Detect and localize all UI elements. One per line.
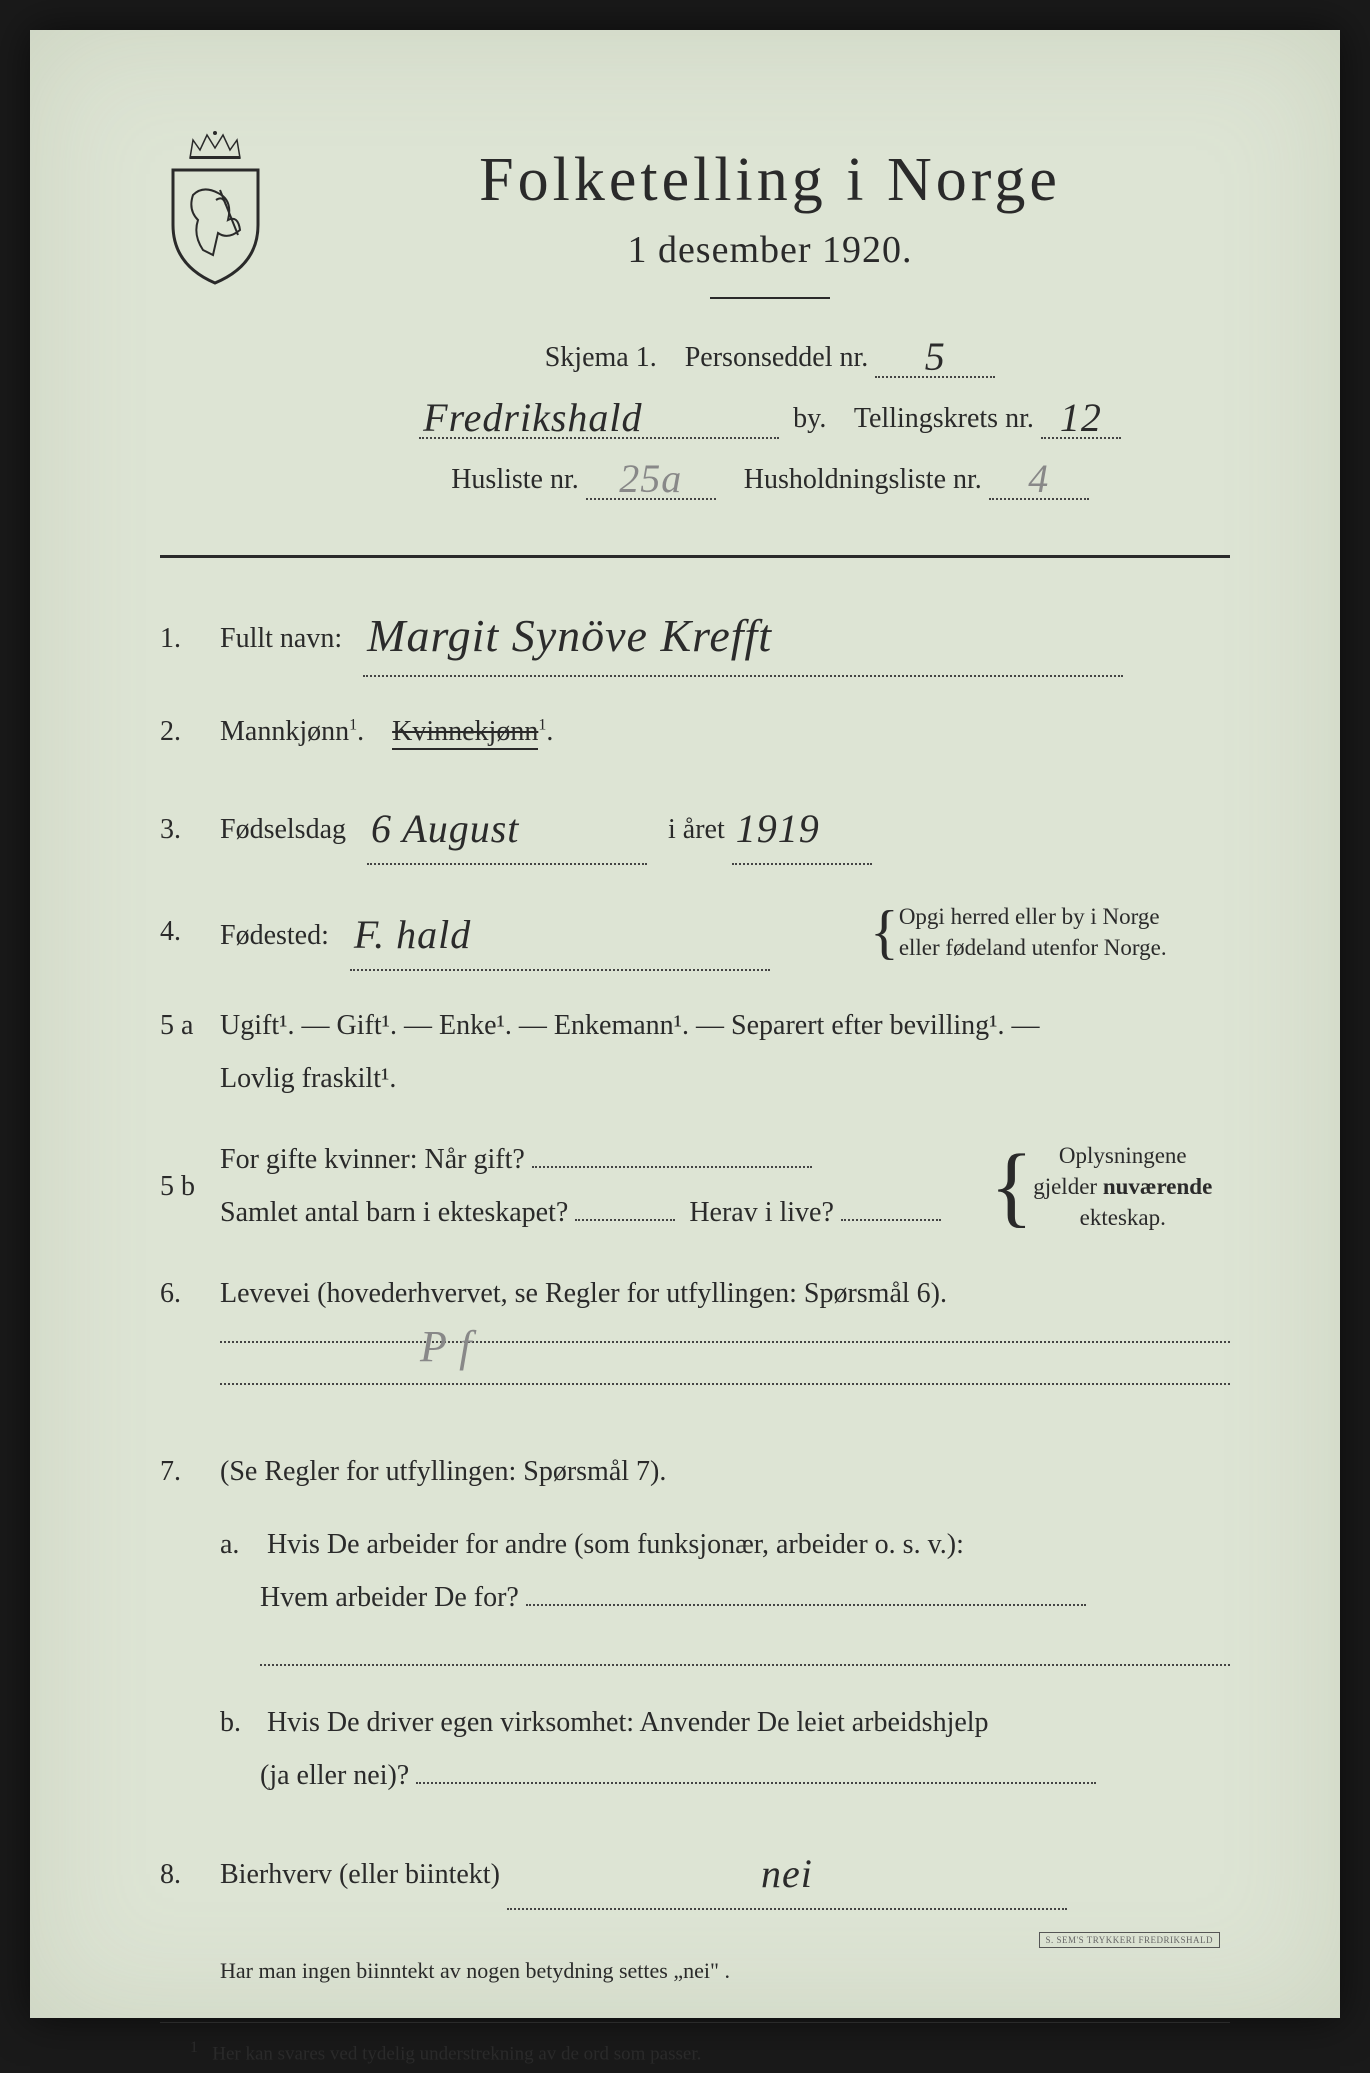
q4-side2: eller fødeland utenfor Norge. [899, 935, 1167, 960]
subtitle-date: 1 desember 1920. [310, 228, 1230, 272]
q5b-row: 5 b For gifte kvinner: Når gift? Samlet … [160, 1133, 1230, 1239]
husliste-line: Husliste nr. 25a Husholdningsliste nr. 4 [310, 451, 1230, 500]
husholdning-label: Husholdningsliste nr. [744, 464, 982, 495]
coat-of-arms-icon [160, 130, 270, 290]
q4-num: 4. [160, 905, 220, 958]
q5a-options2: Lovlig fraskilt¹. [220, 1063, 396, 1094]
q7a-text1: Hvis De arbeider for andre (som funksjon… [267, 1529, 964, 1560]
main-divider [160, 555, 1230, 558]
q5b-side3: ekteskap. [1080, 1205, 1166, 1230]
brace-icon: { [990, 1164, 1033, 1209]
footnote-divider [160, 2022, 1230, 2023]
q7-row: 7. (Se Regler for utfyllingen: Spørsmål … [160, 1445, 1230, 1803]
q4-side1: Opgi herred eller by i Norge [899, 904, 1160, 929]
q5a-num: 5 a [160, 999, 220, 1052]
q6-num: 6. [160, 1267, 220, 1320]
personseddel-value: 5 [925, 334, 946, 379]
tellingskrets-value: 12 [1060, 395, 1102, 440]
husliste-label: Husliste nr. [451, 464, 579, 495]
husliste-value: 25a [619, 456, 682, 501]
q4-label: Fødested: [220, 920, 329, 951]
printer-mark: S. SEM'S TRYKKERI FREDRIKSHALD [1039, 1932, 1220, 1948]
q1-num: 1. [160, 612, 220, 665]
husholdning-value: 4 [1028, 456, 1049, 501]
q5b-line2a: Samlet antal barn i ekteskapet? [220, 1197, 568, 1228]
q5b-line1: For gifte kvinner: Når gift? [220, 1144, 525, 1175]
q5a-options: Ugift¹. — Gift¹. — Enke¹. — Enkemann¹. —… [220, 1010, 1040, 1041]
q3-num: 3. [160, 803, 220, 856]
footnote-text: Her kan svares ved tydelig understreknin… [212, 2044, 701, 2065]
city-line: Fredrikshald by. Tellingskrets nr. 12 [310, 390, 1230, 439]
q2-sup1: 1 [349, 717, 357, 734]
q3-day: 6 August [371, 806, 519, 851]
skjema-label: Skjema 1. [545, 342, 657, 373]
form-body: 1. Fullt navn: Margit Synöve Krefft 2. M… [160, 588, 1230, 2073]
q7b-letter: b. [220, 1696, 260, 1749]
q5b-side2: gjelder [1033, 1174, 1097, 1199]
q3-label: Fødselsdag [220, 814, 346, 845]
q8-label: Bierhverv (eller biintekt) [220, 1859, 500, 1890]
q8-num: 8. [160, 1848, 220, 1901]
q2-row: 2. Mannkjønn1. Kvinnekjønn1. [160, 705, 1230, 758]
q6-row: 6. Levevei (hovederhvervet, se Regler fo… [160, 1267, 1230, 1414]
personseddel-label: Personseddel nr. [685, 342, 869, 373]
q5b-num: 5 b [160, 1160, 220, 1213]
title-block: Folketelling i Norge 1 desember 1920. Sk… [310, 130, 1230, 525]
q7-label: (Se Regler for utfyllingen: Spørsmål 7). [220, 1456, 666, 1487]
footer-post: . [724, 1958, 730, 1983]
q1-value: Margit Synöve Krefft [367, 610, 772, 661]
q4-row: 4. Fødested: F. hald { Opgi herred eller… [160, 893, 1230, 971]
q2-mann: Mannkjønn [220, 716, 349, 747]
footer-note: Har man ingen biinntekt av nogen betydni… [220, 1950, 1230, 1992]
main-title: Folketelling i Norge [310, 145, 1230, 216]
q3-row: 3. Fødselsdag 6 August i året 1919 [160, 787, 1230, 865]
q5b-side2b: nuværende [1103, 1174, 1213, 1199]
footnote: 1 Her kan svares ved tydelig understrekn… [190, 2033, 1230, 2072]
q4-value: F. hald [354, 912, 471, 957]
footer-quote: „nei" [673, 1958, 719, 1983]
q7b-text2: (ja eller nei)? [220, 1760, 409, 1791]
q5a-row: 5 a Ugift¹. — Gift¹. — Enke¹. — Enkemann… [160, 999, 1230, 1105]
header: Folketelling i Norge 1 desember 1920. Sk… [160, 130, 1230, 525]
title-divider [710, 297, 830, 299]
q8-row: 8. Bierhverv (eller biintekt) nei [160, 1832, 1230, 1910]
q7a-letter: a. [220, 1518, 260, 1571]
q8-value: nei [761, 1851, 813, 1896]
tellingskrets-label: Tellingskrets nr. [854, 403, 1034, 434]
footer-pre: Har man ingen biinntekt av nogen betydni… [220, 1958, 673, 1983]
q3-year: 1919 [736, 806, 820, 851]
city-value: Fredrikshald [423, 395, 642, 440]
q1-row: 1. Fullt navn: Margit Synöve Krefft [160, 588, 1230, 677]
q1-label: Fullt navn: [220, 623, 342, 654]
q2-kvinne: Kvinnekjønn [392, 716, 538, 747]
q7a-text2: Hvem arbeider De for? [220, 1582, 519, 1613]
q7b-text1: Hvis De driver egen virksomhet: Anvender… [267, 1707, 989, 1738]
census-form-page: Folketelling i Norge 1 desember 1920. Sk… [30, 30, 1340, 2018]
by-label: by. [793, 403, 826, 434]
q7-num: 7. [160, 1445, 220, 1498]
q3-year-label: i året [668, 814, 725, 845]
q6-label: Levevei (hovederhvervet, se Regler for u… [220, 1278, 947, 1309]
q2-num: 2. [160, 705, 220, 758]
q5b-line2b: Herav i live? [689, 1197, 834, 1228]
q5b-side1: Oplysningene [1059, 1143, 1187, 1168]
brace-icon: { [870, 917, 899, 947]
skjema-line: Skjema 1. Personseddel nr. 5 [310, 329, 1230, 378]
q6-value: P f [420, 1305, 472, 1389]
